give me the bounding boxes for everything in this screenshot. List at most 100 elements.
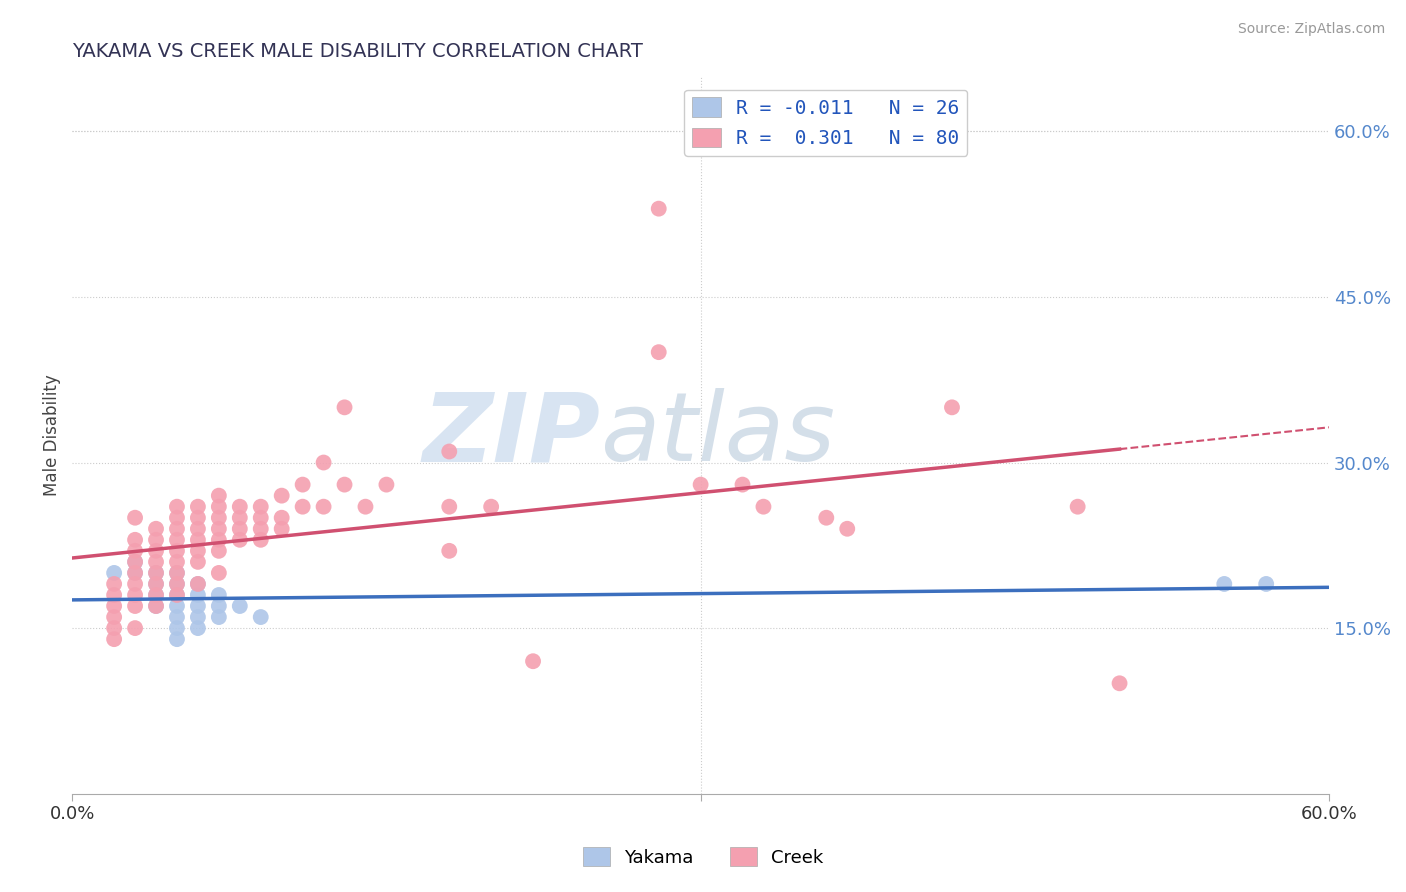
Point [208, 588, 231, 602]
Point [731, 477, 754, 491]
Point [229, 500, 252, 514]
Point [249, 500, 271, 514]
Point [187, 610, 209, 624]
Point [208, 522, 231, 536]
Point [187, 544, 209, 558]
Point [208, 566, 231, 580]
Point [103, 599, 125, 613]
Point [208, 510, 231, 524]
Legend: R = -0.011   N = 26, R =  0.301   N = 80: R = -0.011 N = 26, R = 0.301 N = 80 [683, 89, 967, 156]
Point [124, 566, 146, 580]
Point [103, 566, 125, 580]
Point [439, 500, 461, 514]
Point [166, 632, 188, 647]
Point [124, 577, 146, 591]
Point [124, 555, 146, 569]
Point [837, 522, 859, 536]
Point [229, 522, 252, 536]
Point [229, 533, 252, 547]
Point [103, 632, 125, 647]
Point [249, 522, 271, 536]
Point [103, 577, 125, 591]
Point [145, 555, 167, 569]
Point [333, 401, 356, 415]
Point [270, 522, 292, 536]
Point [375, 477, 398, 491]
Point [124, 544, 146, 558]
Legend: Yakama, Creek: Yakama, Creek [575, 840, 831, 874]
Point [229, 599, 252, 613]
Point [124, 588, 146, 602]
Point [522, 654, 544, 668]
Point [145, 588, 167, 602]
Point [1066, 500, 1088, 514]
Point [1256, 577, 1278, 591]
Point [333, 477, 356, 491]
Point [145, 599, 167, 613]
Point [124, 555, 146, 569]
Point [270, 510, 292, 524]
Point [166, 500, 188, 514]
Point [187, 588, 209, 602]
Point [145, 577, 167, 591]
Y-axis label: Male Disability: Male Disability [44, 374, 60, 496]
Point [166, 510, 188, 524]
Point [1108, 676, 1130, 690]
Point [291, 477, 314, 491]
Point [124, 533, 146, 547]
Point [187, 555, 209, 569]
Point [208, 544, 231, 558]
Point [648, 202, 671, 216]
Text: ZIP: ZIP [422, 388, 600, 482]
Point [166, 610, 188, 624]
Point [229, 510, 252, 524]
Point [145, 544, 167, 558]
Point [145, 566, 167, 580]
Point [479, 500, 502, 514]
Point [145, 588, 167, 602]
Point [166, 522, 188, 536]
Point [145, 533, 167, 547]
Point [124, 510, 146, 524]
Point [145, 566, 167, 580]
Point [291, 500, 314, 514]
Point [648, 345, 671, 359]
Point [166, 566, 188, 580]
Point [270, 489, 292, 503]
Point [249, 610, 271, 624]
Point [312, 456, 335, 470]
Point [166, 588, 188, 602]
Point [145, 577, 167, 591]
Text: Source: ZipAtlas.com: Source: ZipAtlas.com [1237, 22, 1385, 37]
Point [166, 577, 188, 591]
Point [103, 621, 125, 635]
Point [208, 533, 231, 547]
Point [187, 577, 209, 591]
Point [208, 599, 231, 613]
Text: YAKAMA VS CREEK MALE DISABILITY CORRELATION CHART: YAKAMA VS CREEK MALE DISABILITY CORRELAT… [72, 42, 643, 61]
Point [166, 555, 188, 569]
Point [145, 599, 167, 613]
Point [166, 599, 188, 613]
Point [187, 510, 209, 524]
Point [249, 533, 271, 547]
Point [354, 500, 377, 514]
Point [124, 566, 146, 580]
Point [187, 577, 209, 591]
Point [166, 544, 188, 558]
Point [124, 599, 146, 613]
Point [439, 544, 461, 558]
Point [208, 489, 231, 503]
Point [166, 533, 188, 547]
Point [166, 566, 188, 580]
Point [941, 401, 963, 415]
Point [187, 522, 209, 536]
Point [166, 621, 188, 635]
Point [249, 510, 271, 524]
Point [815, 510, 838, 524]
Point [187, 599, 209, 613]
Point [103, 588, 125, 602]
Point [208, 610, 231, 624]
Point [124, 621, 146, 635]
Point [187, 500, 209, 514]
